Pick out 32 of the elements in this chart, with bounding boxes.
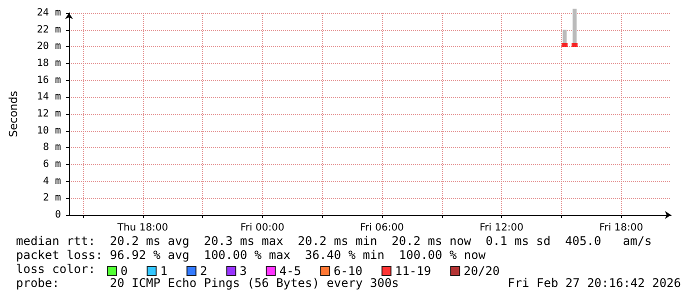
text: loss color:: [16, 262, 96, 276]
legend-label: 20/20: [464, 264, 500, 278]
text: median rtt: 20.2 ms avg 20.3 ms max 20.2 ms min 20.2 ms now 0.1 ms sd 405.0 am/s: [16, 234, 652, 248]
y-tick-label: 10 m: [36, 125, 61, 136]
x-tick-label: Thu 18:00: [116, 222, 168, 234]
y-axis-title: Seconds: [7, 90, 20, 138]
y-tick-label: 22 m: [36, 24, 61, 36]
y-tick-label: 4 m: [42, 176, 61, 187]
y-tick-label: 14 m: [36, 92, 61, 103]
x-tick-label: Fri 00:00: [240, 222, 284, 234]
y-tick-label: 24 m: [36, 8, 61, 18]
legend-label: 4-5: [279, 264, 302, 278]
legend-label: 3: [240, 264, 247, 278]
text: Fri Feb 27 20:16:42 2026: [508, 276, 681, 290]
legend-label: 2: [200, 264, 208, 278]
y-tick-label: 16 m: [36, 74, 61, 86]
y-tick-label: 18 m: [36, 58, 61, 69]
y-tick-label: 12 m: [36, 108, 61, 120]
legend-label: 0: [120, 264, 128, 278]
y-tick-label: 20 m: [36, 41, 61, 52]
legend-label: 11-19: [394, 264, 432, 278]
text: packet loss: 96.92 % avg 100.00 % max 36.40 % min 100.00 % now: [16, 248, 486, 262]
y-tick-label: 2 m: [42, 192, 61, 204]
x-tick-label: Fri 18:00: [599, 222, 644, 234]
y-tick-label: 8 m: [42, 142, 61, 154]
legend-label: 1: [160, 264, 168, 278]
x-tick-label: Fri 06:00: [360, 222, 404, 234]
legend-label: 6-10: [334, 264, 362, 278]
y-tick-label: 0: [54, 210, 61, 220]
x-tick-label: Fri 12:00: [480, 222, 524, 234]
y-tick-label: 6 m: [42, 159, 61, 170]
text: probe: 20 ICMP Echo Pings (56 Bytes) every 300s: [16, 276, 399, 290]
